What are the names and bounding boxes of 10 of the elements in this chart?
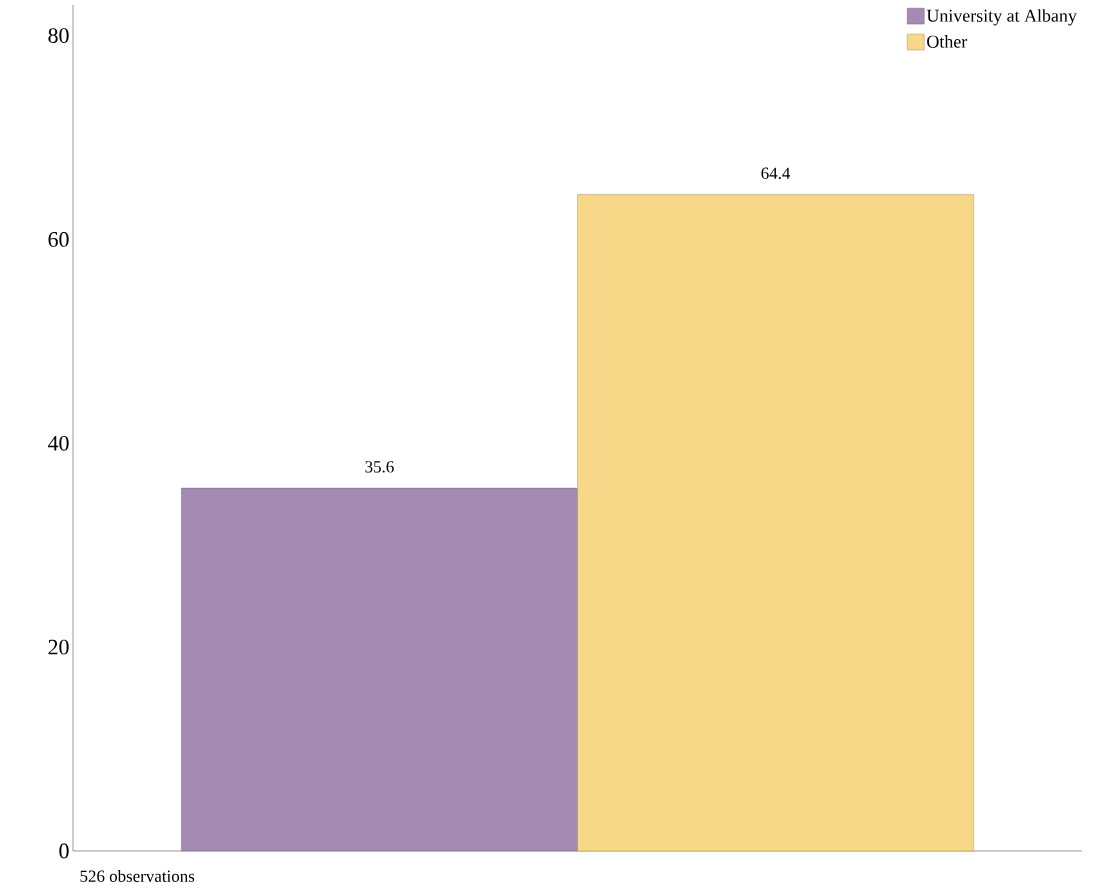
y-tick-label: 0 [59,843,69,859]
data-label: 35.6 [365,461,394,473]
data-label: 64.4 [761,167,791,180]
legend-label: University at Albany [926,9,1077,26]
y-tick-label: 60 [48,232,69,247]
y-tick-label: 20 [48,639,69,655]
legend-label: Other [927,35,968,48]
y-tick-label: 40 [47,435,69,451]
text: 526 observations [80,870,195,882]
y-tick-label: 80 [48,28,69,43]
